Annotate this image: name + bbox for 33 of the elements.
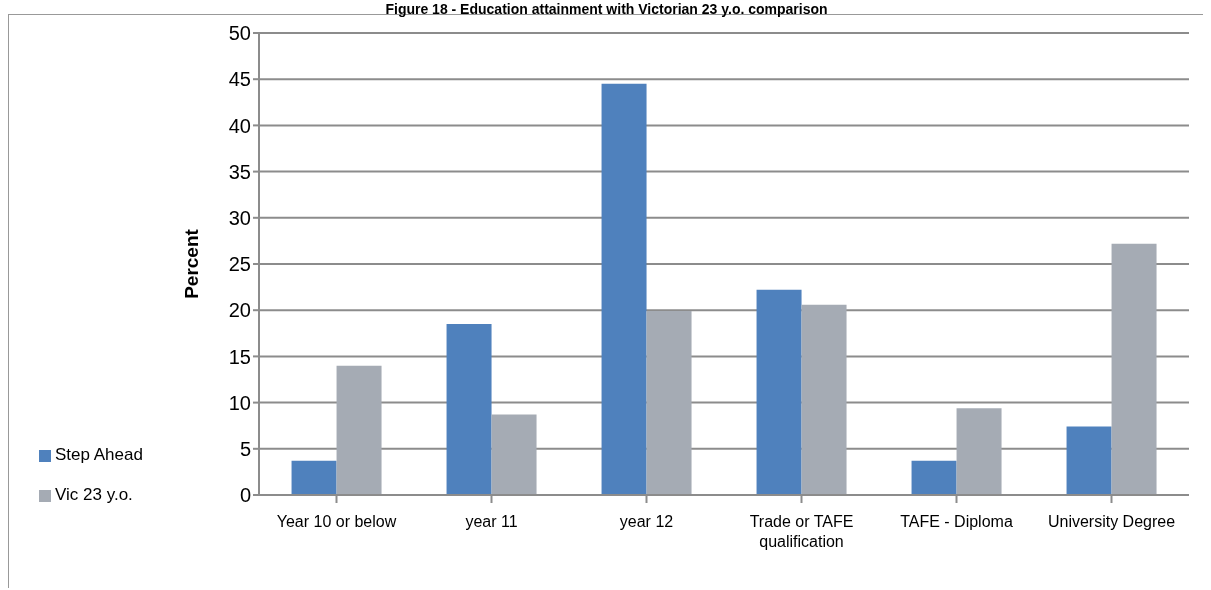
bar	[601, 83, 647, 495]
legend-label: Step Ahead	[55, 445, 143, 464]
bar	[646, 311, 692, 495]
y-tick-label: 45	[228, 68, 251, 91]
bar	[446, 324, 492, 495]
bar	[1111, 243, 1157, 495]
x-tick-label: University Degree	[1047, 513, 1176, 530]
bar	[491, 414, 537, 495]
y-tick-label: 20	[228, 299, 251, 322]
bar	[1066, 426, 1112, 495]
bar	[801, 304, 847, 495]
chart-title: Figure 18 - Education attainment with Victorian 23 y.o. comparison	[384, 1, 829, 17]
legend-label: Vic 23 y.o.	[55, 485, 133, 504]
x-tick-label: TAFE - Diploma	[900, 513, 1013, 530]
x-tick-label: year 11	[465, 513, 518, 530]
x-tick-label: Trade or TAFE qualification	[749, 513, 854, 550]
y-tick-label: 40	[228, 114, 251, 137]
x-tick-label: year 12	[619, 513, 674, 530]
bar	[956, 408, 1002, 495]
y-tick-label: 5	[239, 437, 251, 460]
y-axis-title: Percent	[180, 228, 202, 299]
y-tick-label: 0	[239, 484, 251, 507]
y-tick-label: 50	[228, 22, 251, 45]
y-tick-label: 30	[228, 206, 251, 229]
x-tick-label: Year 10 or below	[276, 513, 397, 530]
bar	[911, 460, 957, 495]
y-tick-label: 25	[228, 253, 251, 276]
y-tick-label: 35	[228, 160, 251, 183]
bar	[336, 365, 382, 495]
y-tick-label: 15	[228, 345, 251, 368]
y-tick-label: 10	[228, 391, 251, 414]
bar	[756, 289, 802, 495]
bar	[291, 460, 337, 495]
